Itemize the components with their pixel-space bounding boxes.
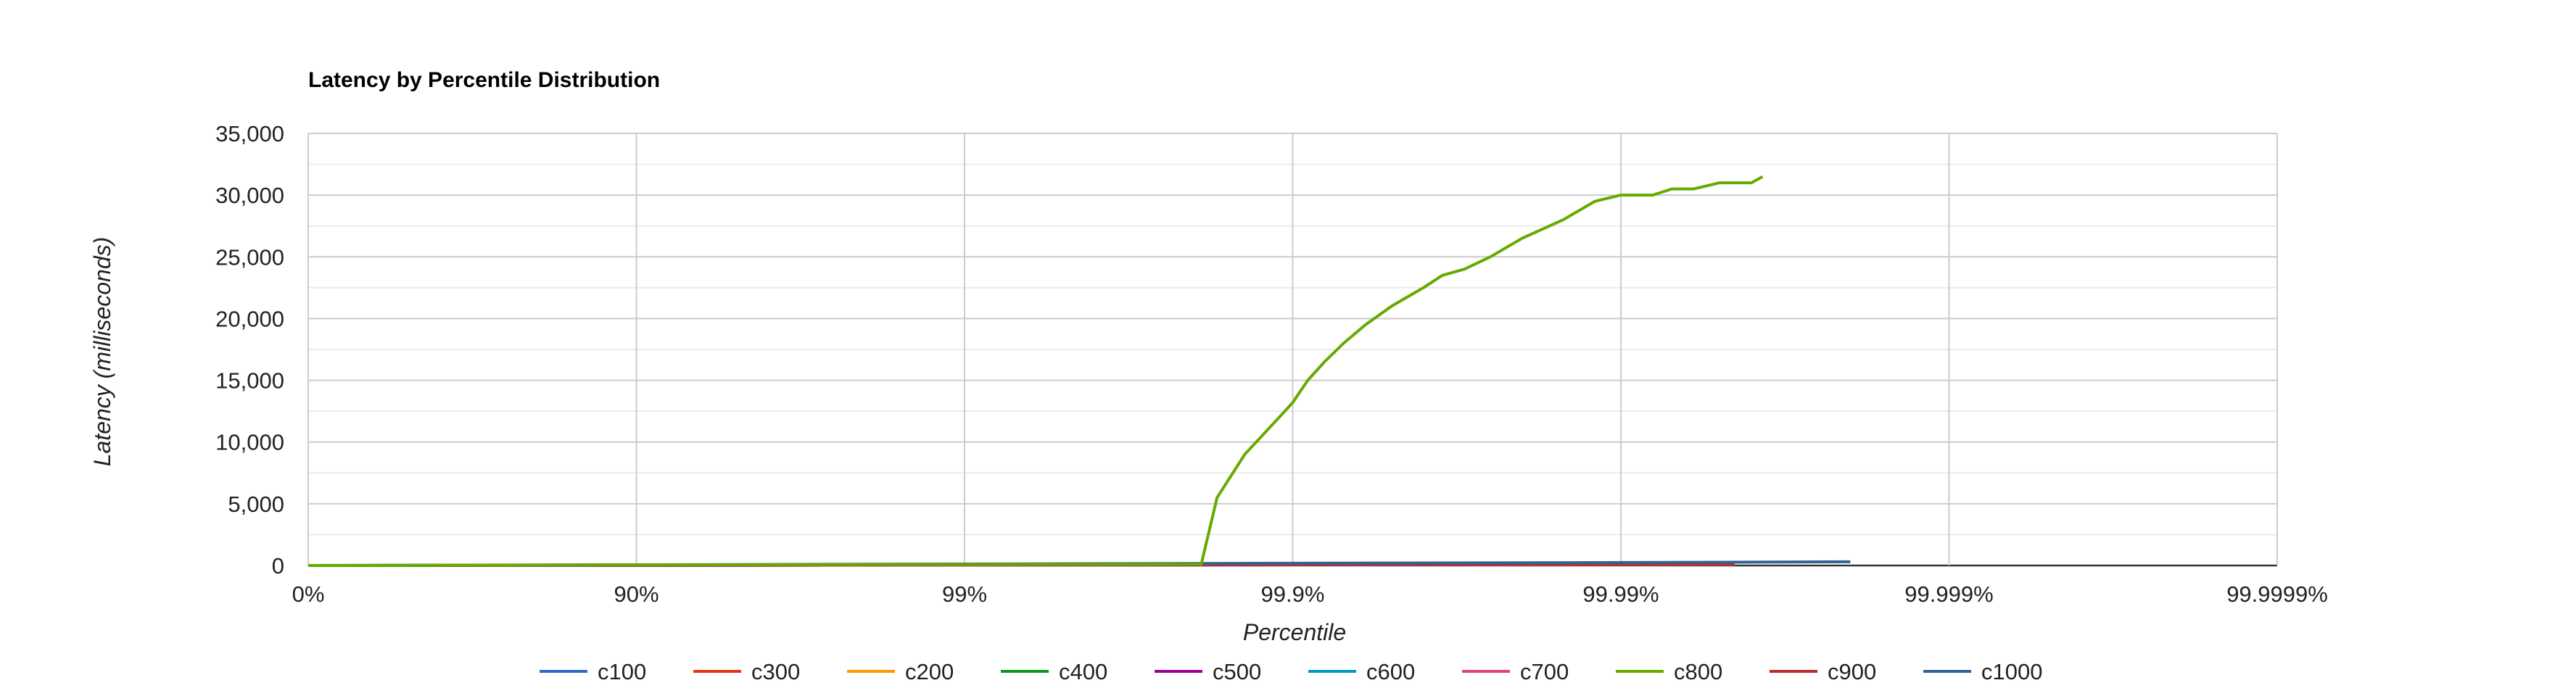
x-tick-label: 99.9%: [1261, 581, 1325, 607]
legend-label-c1000: c1000: [1981, 659, 2042, 684]
legend-label-c200: c200: [905, 659, 954, 684]
x-tick-labels: 0% 90% 99% 99.9% 99.99% 99.999% 99.9999%: [292, 581, 2328, 607]
y-tick-label: 15,000: [215, 368, 284, 394]
chart-legend: c100 c300 c200 c400 c500 c600 c700 c800 c900 c100…: [540, 659, 2042, 684]
chart-grid: [307, 133, 2278, 567]
legend-label-c900: c900: [1828, 659, 1876, 684]
y-tick-label: 0: [272, 553, 284, 579]
y-tick-labels: 0 5,000 10,000 15,000 20,000 25,000 30,000 35,0…: [215, 121, 284, 579]
chart-title: Latency by Percentile Distribution: [308, 68, 660, 92]
y-axis-label: Latency (milliseconds): [89, 237, 115, 467]
y-tick-label: 25,000: [215, 244, 284, 270]
y-tick-label: 35,000: [215, 121, 284, 146]
x-tick-label: 90%: [614, 581, 659, 607]
x-tick-label: 99%: [942, 581, 987, 607]
chart-series: [307, 175, 1851, 567]
series-line-c800: [307, 175, 1764, 567]
legend-label-c800: c800: [1674, 659, 1722, 684]
x-tick-label: 0%: [292, 581, 325, 607]
y-tick-label: 20,000: [215, 306, 284, 331]
x-axis-label: Percentile: [1243, 619, 1346, 645]
x-tick-label: 99.999%: [1904, 581, 1993, 607]
y-tick-label: 10,000: [215, 430, 284, 455]
legend-label-c600: c600: [1366, 659, 1415, 684]
legend-label-c400: c400: [1059, 659, 1107, 684]
y-tick-label: 5,000: [228, 492, 284, 517]
x-tick-label: 99.99%: [1582, 581, 1659, 607]
legend-label-c500: c500: [1213, 659, 1261, 684]
legend-label-c300: c300: [751, 659, 800, 684]
legend-label-c100: c100: [598, 659, 646, 684]
x-tick-label: 99.9999%: [2226, 581, 2328, 607]
y-tick-label: 30,000: [215, 183, 284, 208]
legend-label-c700: c700: [1520, 659, 1569, 684]
